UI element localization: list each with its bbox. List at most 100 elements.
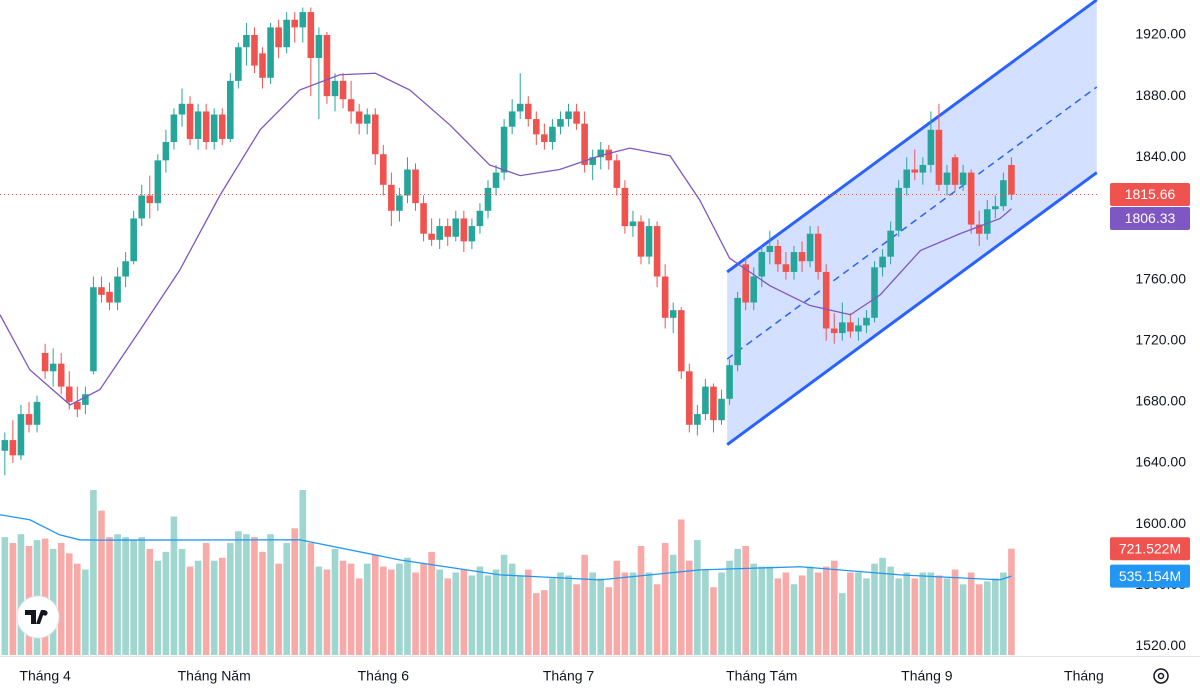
candle-body: [951, 157, 959, 185]
candle-body: [243, 35, 250, 48]
candle-body: [275, 27, 282, 48]
volume-bar: [98, 510, 105, 655]
candle-body: [380, 154, 387, 185]
candle-body: [694, 414, 701, 425]
candle-body: [9, 440, 17, 456]
volume-bar: [710, 587, 717, 655]
candle-body: [202, 111, 210, 143]
candle-body: [194, 111, 202, 139]
volume-bar: [154, 560, 162, 655]
volume-bar: [613, 560, 621, 655]
candle-body: [347, 99, 355, 112]
candle-body: [138, 195, 146, 219]
volume-bar: [235, 531, 242, 655]
candle-body: [323, 35, 331, 97]
candle-body: [122, 261, 129, 277]
channel-lower: [726, 171, 1098, 446]
volume-bar: [694, 540, 701, 655]
last-price-tag: 1815.66: [1125, 186, 1176, 202]
candle-body: [178, 103, 186, 115]
volume-bar: [1, 537, 9, 655]
candle-body: [114, 276, 121, 303]
volume-bar: [718, 572, 725, 655]
candle-body: [750, 276, 758, 303]
volume-bar: [782, 572, 790, 655]
candle-body: [412, 169, 419, 204]
candle-body: [935, 129, 943, 185]
volume-bar: [500, 554, 508, 655]
ma-line: [0, 72, 1012, 406]
volume-bar: [227, 543, 234, 655]
candle-body: [549, 126, 556, 143]
candle-body: [363, 114, 371, 124]
volume-bar: [460, 569, 468, 655]
candle-body: [355, 111, 363, 124]
volume-bar: [871, 563, 878, 655]
candle-body: [420, 203, 427, 234]
volume-bar: [106, 537, 113, 655]
candle-body: [573, 111, 580, 124]
volume-bar: [267, 534, 274, 655]
candle-body: [106, 291, 113, 303]
volume-bar: [388, 569, 395, 655]
candle-body: [814, 233, 822, 272]
candle-body: [452, 218, 460, 237]
candle-body: [33, 401, 41, 425]
candle-body: [613, 160, 621, 188]
candle-body: [49, 363, 57, 372]
candle-body: [404, 169, 411, 196]
volume-bar: [951, 569, 959, 655]
y-tick-label: 1600.00: [1135, 515, 1186, 531]
volume-ma-line: [0, 514, 1012, 581]
candle-body: [146, 195, 154, 204]
volume-bar: [830, 560, 838, 655]
volume-bar: [935, 575, 943, 655]
candle-body: [524, 103, 532, 120]
candle-body: [235, 47, 242, 81]
logo-circle: [16, 595, 60, 639]
candle-body: [645, 226, 653, 257]
plot-area: [0, 0, 1100, 655]
volume-bar: [57, 543, 65, 655]
candle-body: [396, 195, 403, 211]
x-tick-label: Tháng Năm: [178, 668, 251, 684]
candle-body: [911, 169, 919, 173]
gear-ring[interactable]: [1153, 668, 1169, 684]
volume-bar: [428, 551, 435, 655]
candle-body: [57, 363, 65, 387]
volume-bar: [959, 584, 967, 655]
volume-bar: [605, 587, 613, 655]
candle-body: [903, 169, 911, 188]
candle-body: [516, 103, 524, 112]
volume-bar: [162, 551, 170, 655]
volume-bar: [895, 578, 902, 655]
candle-body: [621, 187, 629, 227]
candle-body: [959, 172, 967, 185]
candle-body: [291, 19, 299, 28]
volume-bar: [315, 566, 323, 655]
volume-bar: [339, 560, 347, 655]
volume-bar: [975, 584, 983, 655]
candle-body: [589, 157, 596, 165]
volume-bar: [452, 572, 460, 655]
volume-bar: [476, 566, 484, 655]
volume-bar: [122, 537, 129, 655]
candle-body: [331, 80, 339, 97]
gear-hub[interactable]: [1157, 672, 1165, 680]
settings-icon[interactable]: [1153, 668, 1169, 684]
volume-bar: [686, 560, 693, 655]
volume-bar: [331, 548, 339, 655]
candle-body: [943, 172, 951, 185]
candle-body: [677, 310, 685, 372]
volume-bar: [82, 569, 89, 655]
candle-body: [541, 134, 548, 143]
candle-body: [975, 224, 983, 234]
candle-body: [283, 19, 290, 48]
volume-bar: [9, 543, 17, 655]
volume-bar: [967, 572, 975, 655]
volume-bar: [855, 572, 862, 655]
volume-bar: [847, 572, 854, 655]
candle-body: [460, 218, 468, 242]
volume-bar: [669, 554, 677, 655]
